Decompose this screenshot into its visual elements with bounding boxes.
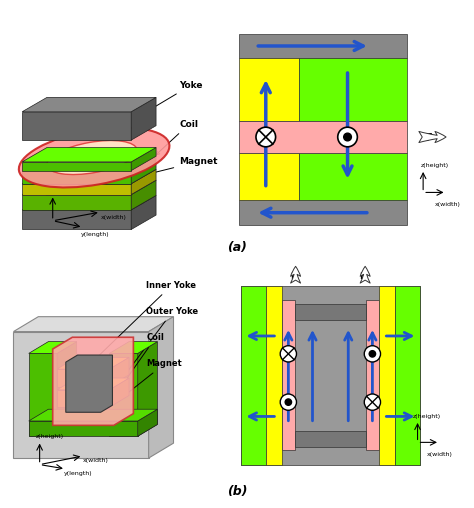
- Polygon shape: [149, 316, 173, 458]
- Polygon shape: [53, 337, 133, 425]
- Polygon shape: [22, 112, 131, 140]
- Bar: [238, 152, 299, 200]
- Bar: [299, 58, 407, 121]
- Polygon shape: [22, 184, 131, 195]
- Polygon shape: [109, 341, 157, 354]
- Polygon shape: [131, 98, 156, 140]
- Bar: [266, 286, 282, 465]
- Bar: [295, 304, 366, 320]
- Polygon shape: [109, 354, 138, 436]
- Bar: [238, 34, 407, 58]
- Text: (a): (a): [227, 241, 247, 255]
- Circle shape: [338, 127, 357, 147]
- Polygon shape: [29, 354, 57, 436]
- Polygon shape: [29, 409, 157, 421]
- Polygon shape: [57, 369, 109, 387]
- Text: F: F: [290, 272, 296, 281]
- Circle shape: [280, 394, 297, 410]
- Polygon shape: [57, 378, 129, 390]
- Polygon shape: [66, 355, 112, 412]
- Polygon shape: [131, 147, 156, 171]
- Text: x(width): x(width): [427, 452, 452, 457]
- Polygon shape: [22, 147, 156, 162]
- Text: z(height): z(height): [48, 188, 76, 194]
- Polygon shape: [22, 180, 156, 195]
- Polygon shape: [22, 162, 131, 184]
- Polygon shape: [131, 196, 156, 230]
- Text: Magnet: Magnet: [104, 360, 182, 412]
- Polygon shape: [29, 341, 77, 354]
- Polygon shape: [22, 169, 156, 184]
- Polygon shape: [131, 180, 156, 210]
- Text: z(height): z(height): [35, 434, 64, 439]
- Text: Outer Yoke: Outer Yoke: [120, 307, 199, 381]
- Circle shape: [344, 133, 351, 141]
- Text: x(width): x(width): [100, 214, 127, 219]
- Bar: [295, 431, 366, 447]
- Text: Magnet: Magnet: [139, 157, 218, 177]
- Bar: [238, 200, 407, 225]
- Bar: [282, 300, 295, 451]
- Ellipse shape: [47, 141, 137, 175]
- Bar: [299, 152, 407, 200]
- Polygon shape: [57, 357, 129, 369]
- Text: Inner Yoke: Inner Yoke: [91, 281, 196, 364]
- Polygon shape: [131, 147, 156, 184]
- Polygon shape: [109, 378, 129, 407]
- Circle shape: [364, 394, 381, 410]
- Polygon shape: [138, 341, 157, 436]
- Text: Coil: Coil: [116, 333, 164, 394]
- Bar: [366, 300, 379, 451]
- Bar: [395, 286, 420, 465]
- Polygon shape: [22, 98, 156, 112]
- Circle shape: [285, 399, 292, 405]
- Text: F: F: [426, 133, 432, 143]
- Text: x(width): x(width): [435, 203, 461, 207]
- Text: y(length): y(length): [81, 232, 109, 237]
- Polygon shape: [22, 147, 156, 162]
- Polygon shape: [13, 316, 173, 332]
- Polygon shape: [131, 169, 156, 195]
- Polygon shape: [22, 196, 156, 210]
- Bar: [379, 286, 395, 465]
- Polygon shape: [57, 390, 109, 407]
- Text: F: F: [360, 272, 365, 281]
- Bar: [238, 58, 299, 121]
- Text: z(height): z(height): [421, 163, 449, 168]
- Bar: [241, 286, 420, 465]
- Text: x(width): x(width): [83, 458, 109, 463]
- Text: (b): (b): [227, 485, 247, 498]
- Bar: [238, 121, 407, 152]
- Polygon shape: [22, 162, 131, 171]
- Circle shape: [369, 351, 375, 357]
- Text: Yoke: Yoke: [139, 81, 203, 116]
- Polygon shape: [13, 332, 149, 458]
- Polygon shape: [109, 357, 129, 387]
- Polygon shape: [22, 210, 131, 230]
- Polygon shape: [22, 195, 131, 210]
- Circle shape: [256, 127, 275, 147]
- Circle shape: [364, 346, 381, 362]
- Ellipse shape: [19, 128, 169, 187]
- Text: y(length): y(length): [64, 471, 92, 477]
- Text: z(height): z(height): [413, 414, 441, 419]
- Circle shape: [280, 346, 297, 362]
- Bar: [241, 286, 266, 465]
- Polygon shape: [29, 421, 138, 436]
- Polygon shape: [138, 409, 157, 436]
- Polygon shape: [57, 341, 77, 436]
- Text: Coil: Coil: [156, 120, 198, 155]
